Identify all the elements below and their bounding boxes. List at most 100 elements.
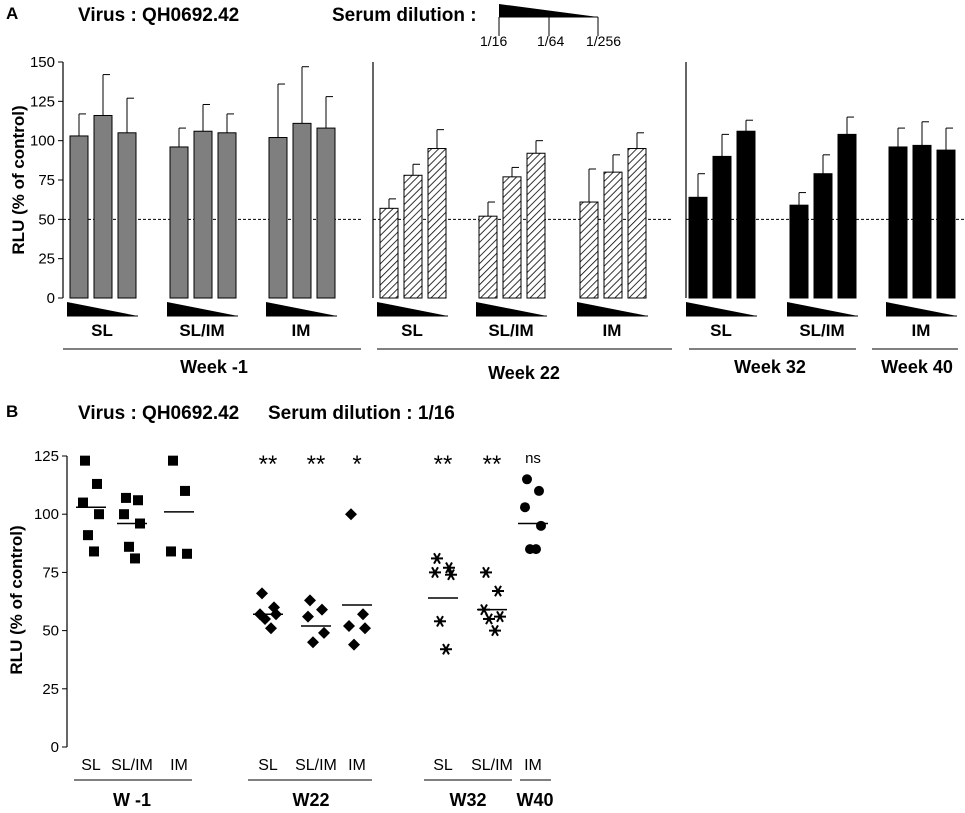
bar [912, 144, 932, 299]
bar [193, 130, 213, 299]
panel-b-virus-label: Virus : QH0692.42 [78, 403, 240, 424]
bar [93, 114, 113, 299]
scatter-group-3: IM [164, 455, 194, 774]
scatter-category-label: IM [524, 757, 542, 774]
data-point-diamond [256, 587, 268, 600]
scatter-group-6: * IM [342, 451, 372, 774]
bar [69, 135, 89, 299]
asterisk-stroke [442, 643, 450, 655]
panel-a-y-axis-title: RLU (% of control) [9, 105, 28, 254]
scatter-category-label: SL/IM [471, 757, 513, 774]
group-label: SL [401, 321, 423, 340]
group-label: SL/IM [799, 321, 844, 340]
data-point-square [89, 546, 99, 557]
week-40-title: Week 40 [881, 357, 953, 377]
group-dilution-wedge [67, 302, 138, 316]
bar [712, 155, 732, 299]
scatter-category-label: SL/IM [295, 757, 337, 774]
asterisk-stroke [447, 569, 455, 581]
asterisk-stroke [433, 552, 441, 565]
bar [603, 171, 623, 299]
group-dilution-wedge [476, 302, 547, 316]
group-dilution-wedge [886, 302, 957, 316]
asterisk-stroke [482, 566, 490, 579]
asterisk-stroke [491, 624, 499, 637]
scatter-group-2: SL/IM [111, 492, 153, 774]
scatter-category-label: IM [170, 757, 188, 774]
panel-a-serum-label: Serum dilution : [332, 5, 477, 26]
asterisk-stroke [494, 585, 502, 597]
data-point-diamond [316, 603, 328, 616]
group-label: IM [292, 321, 311, 340]
bar [478, 215, 498, 299]
group-label: IM [603, 321, 622, 340]
data-point-square [119, 509, 129, 520]
panel-b-y-tick-label: 0 [51, 739, 59, 756]
data-point-circle [534, 485, 544, 496]
scatter-group-1: SL [76, 455, 106, 774]
group-label: SL [710, 321, 732, 340]
dilution-tick-label-1: 1/16 [480, 33, 508, 49]
bar [789, 204, 809, 299]
panel-b-letter: B [6, 402, 19, 421]
group-label: SL/IM [179, 321, 224, 340]
significance-annotation: ** [434, 451, 453, 478]
scatter-group-4: ** SL [253, 451, 283, 774]
data-point-square [124, 541, 134, 552]
panel-b-y-tick-label: 125 [34, 448, 59, 465]
data-point-asterisk [480, 566, 492, 579]
panel-a-virus-label: Virus : QH0692.42 [78, 5, 240, 26]
data-point-diamond [307, 636, 319, 649]
timepoint-label: W32 [449, 790, 486, 810]
data-point-circle [536, 520, 546, 531]
bar [427, 148, 447, 299]
data-point-diamond [343, 619, 355, 632]
bar [292, 122, 312, 299]
data-point-asterisk [445, 569, 457, 581]
data-point-circle [522, 474, 532, 485]
data-point-square [92, 478, 102, 489]
data-point-asterisk [440, 643, 452, 655]
bar [936, 149, 956, 299]
bar [169, 146, 189, 299]
data-point-square [130, 553, 140, 564]
data-point-asterisk [429, 566, 441, 579]
data-point-circle [520, 502, 530, 513]
bar [736, 130, 756, 299]
data-point-square [168, 455, 178, 466]
data-point-asterisk [492, 585, 504, 597]
asterisk-stroke [431, 566, 439, 579]
week-22-title: Week 22 [488, 363, 560, 383]
panel-b-y-tick-label: 75 [42, 564, 59, 581]
data-point-diamond [265, 622, 277, 635]
data-point-diamond [348, 638, 360, 651]
significance-annotation: ** [307, 451, 326, 478]
bar [502, 176, 522, 299]
data-point-square [182, 548, 192, 559]
data-point-diamond [357, 608, 369, 621]
data-point-diamond [259, 612, 271, 625]
panel-b-serum-label: Serum dilution : 1/16 [268, 403, 455, 424]
bar [837, 133, 857, 299]
scatter-category-label: IM [348, 757, 366, 774]
panel-b-y-tick-label: 100 [34, 506, 59, 523]
data-point-square [133, 495, 143, 506]
scatter-category-label: SL [81, 757, 101, 774]
scatter-group-5: ** SL/IM [295, 451, 337, 774]
data-point-square [180, 485, 190, 496]
scatter-group-7: ** SL [428, 451, 458, 774]
asterisk-stroke [445, 562, 453, 574]
scatter-group-9: ns IM [518, 450, 548, 774]
data-point-diamond [359, 622, 371, 635]
panel-b-y-tick-label: 25 [42, 681, 59, 698]
data-point-square [166, 546, 176, 557]
bar [579, 201, 599, 299]
dilution-legend-wedge [499, 4, 598, 17]
group-label: SL [91, 321, 113, 340]
significance-annotation: * [352, 451, 361, 478]
group-dilution-wedge [577, 302, 648, 316]
y-tick-label: 100 [30, 133, 55, 150]
bar [379, 207, 399, 299]
panel-a-letter: A [6, 4, 19, 23]
